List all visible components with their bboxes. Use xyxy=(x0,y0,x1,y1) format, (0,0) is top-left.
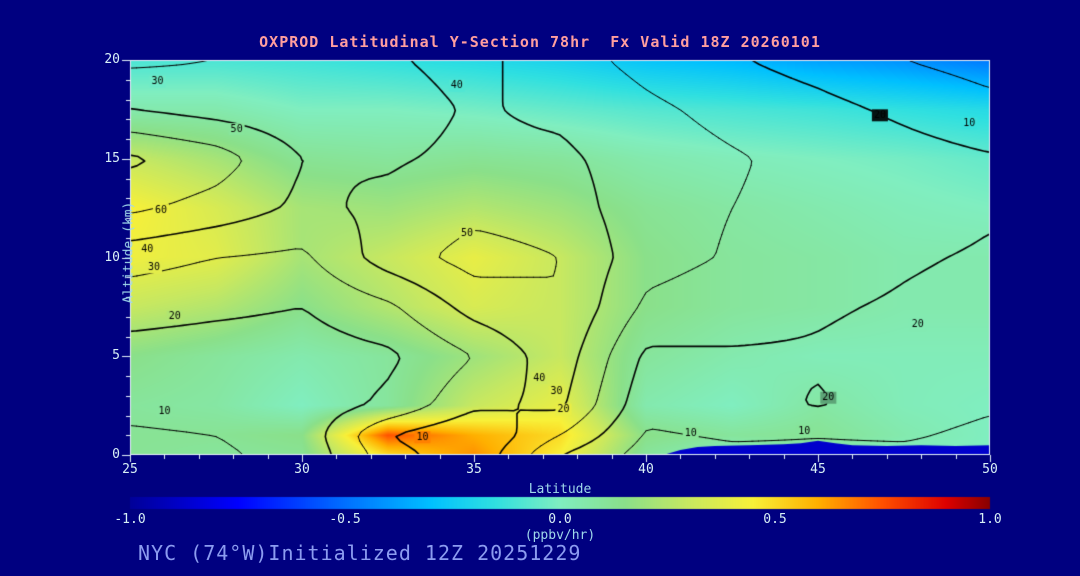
y-tick-label: 5 xyxy=(112,348,120,364)
colorbar-tick-label: -0.5 xyxy=(329,512,361,527)
run-info-footer: NYC (74°W)Initialized 12Z 20251229 xyxy=(138,541,582,565)
x-tick-label: 50 xyxy=(982,462,998,477)
colorbar-tick-label: -1.0 xyxy=(114,512,146,527)
colorbar-tick-label: 0.5 xyxy=(763,512,787,527)
y-axis-label: Altitude (km) xyxy=(121,201,137,304)
y-tick-label: 0 xyxy=(112,447,120,462)
y-tick-label: 15 xyxy=(104,150,120,166)
x-axis-label: Latitude xyxy=(528,482,592,497)
y-tick-label: 10 xyxy=(104,249,120,265)
x-tick-label: 35 xyxy=(466,462,482,477)
x-tick-label: 30 xyxy=(294,462,310,477)
colorbar-units-label: (ppbv/hr) xyxy=(524,528,596,543)
colorbar-tick-label: 0.0 xyxy=(548,512,572,527)
colorbar-tick-label: 1.0 xyxy=(978,512,1002,527)
plot-title: OXPROD Latitudinal Y-Section 78hr Fx Val… xyxy=(259,33,821,51)
y-tick-label: 20 xyxy=(104,52,120,67)
x-tick-label: 40 xyxy=(638,462,654,477)
x-tick-label: 45 xyxy=(810,462,826,477)
x-tick-label: 25 xyxy=(122,462,138,477)
